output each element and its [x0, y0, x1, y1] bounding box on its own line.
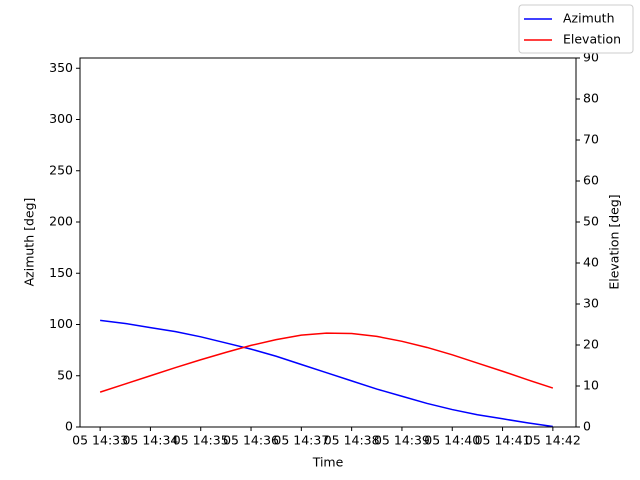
x-axis-label: Time: [312, 455, 344, 470]
x-tick-label: 05 14:38: [324, 433, 380, 448]
y-tick-label: 50: [57, 367, 73, 382]
y2-tick-label: 70: [583, 132, 599, 147]
y2-tick-label: 10: [583, 378, 599, 393]
x-tick-label: 05 14:35: [173, 433, 229, 448]
series-line: [99, 332, 554, 393]
y2-tick-label: 80: [583, 91, 599, 106]
x-tick-label: 05 14:40: [424, 433, 480, 448]
plot-frame: [79, 57, 577, 428]
x-tick-label: 05 14:36: [223, 433, 279, 448]
y2-tick-label: 60: [583, 173, 599, 188]
x-tick-label: 05 14:33: [72, 433, 128, 448]
x-tick-label: 05 14:39: [374, 433, 430, 448]
x-tick-label: 05 14:41: [475, 433, 531, 448]
legend-label: Elevation: [563, 32, 621, 47]
y-tick-label: 100: [49, 316, 73, 331]
y2-tick-label: 40: [583, 255, 599, 270]
series-line: [100, 319, 553, 428]
x-tick-label: 05 14:42: [525, 433, 581, 448]
y2-tick-label: 20: [583, 337, 599, 352]
legend-label: Azimuth: [563, 11, 615, 26]
y-tick-label: 0: [65, 419, 73, 434]
y-tick-label: 300: [49, 111, 73, 126]
y-tick-label: 250: [49, 162, 73, 177]
legend-box: [518, 4, 634, 54]
y2-tick-label: 50: [583, 214, 599, 229]
y-tick-label: 150: [49, 265, 73, 280]
y2-tick-label: 0: [583, 419, 591, 434]
y2-tick-label: 30: [583, 296, 599, 311]
x-tick-label: 05 14:37: [273, 433, 329, 448]
y-tick-label: 200: [49, 214, 73, 229]
y-tick-label: 350: [49, 60, 73, 75]
y-axis-label: Azimuth [deg]: [22, 198, 37, 287]
x-tick-label: 05 14:34: [122, 433, 178, 448]
y2-axis-label: Elevation [deg]: [607, 194, 622, 289]
